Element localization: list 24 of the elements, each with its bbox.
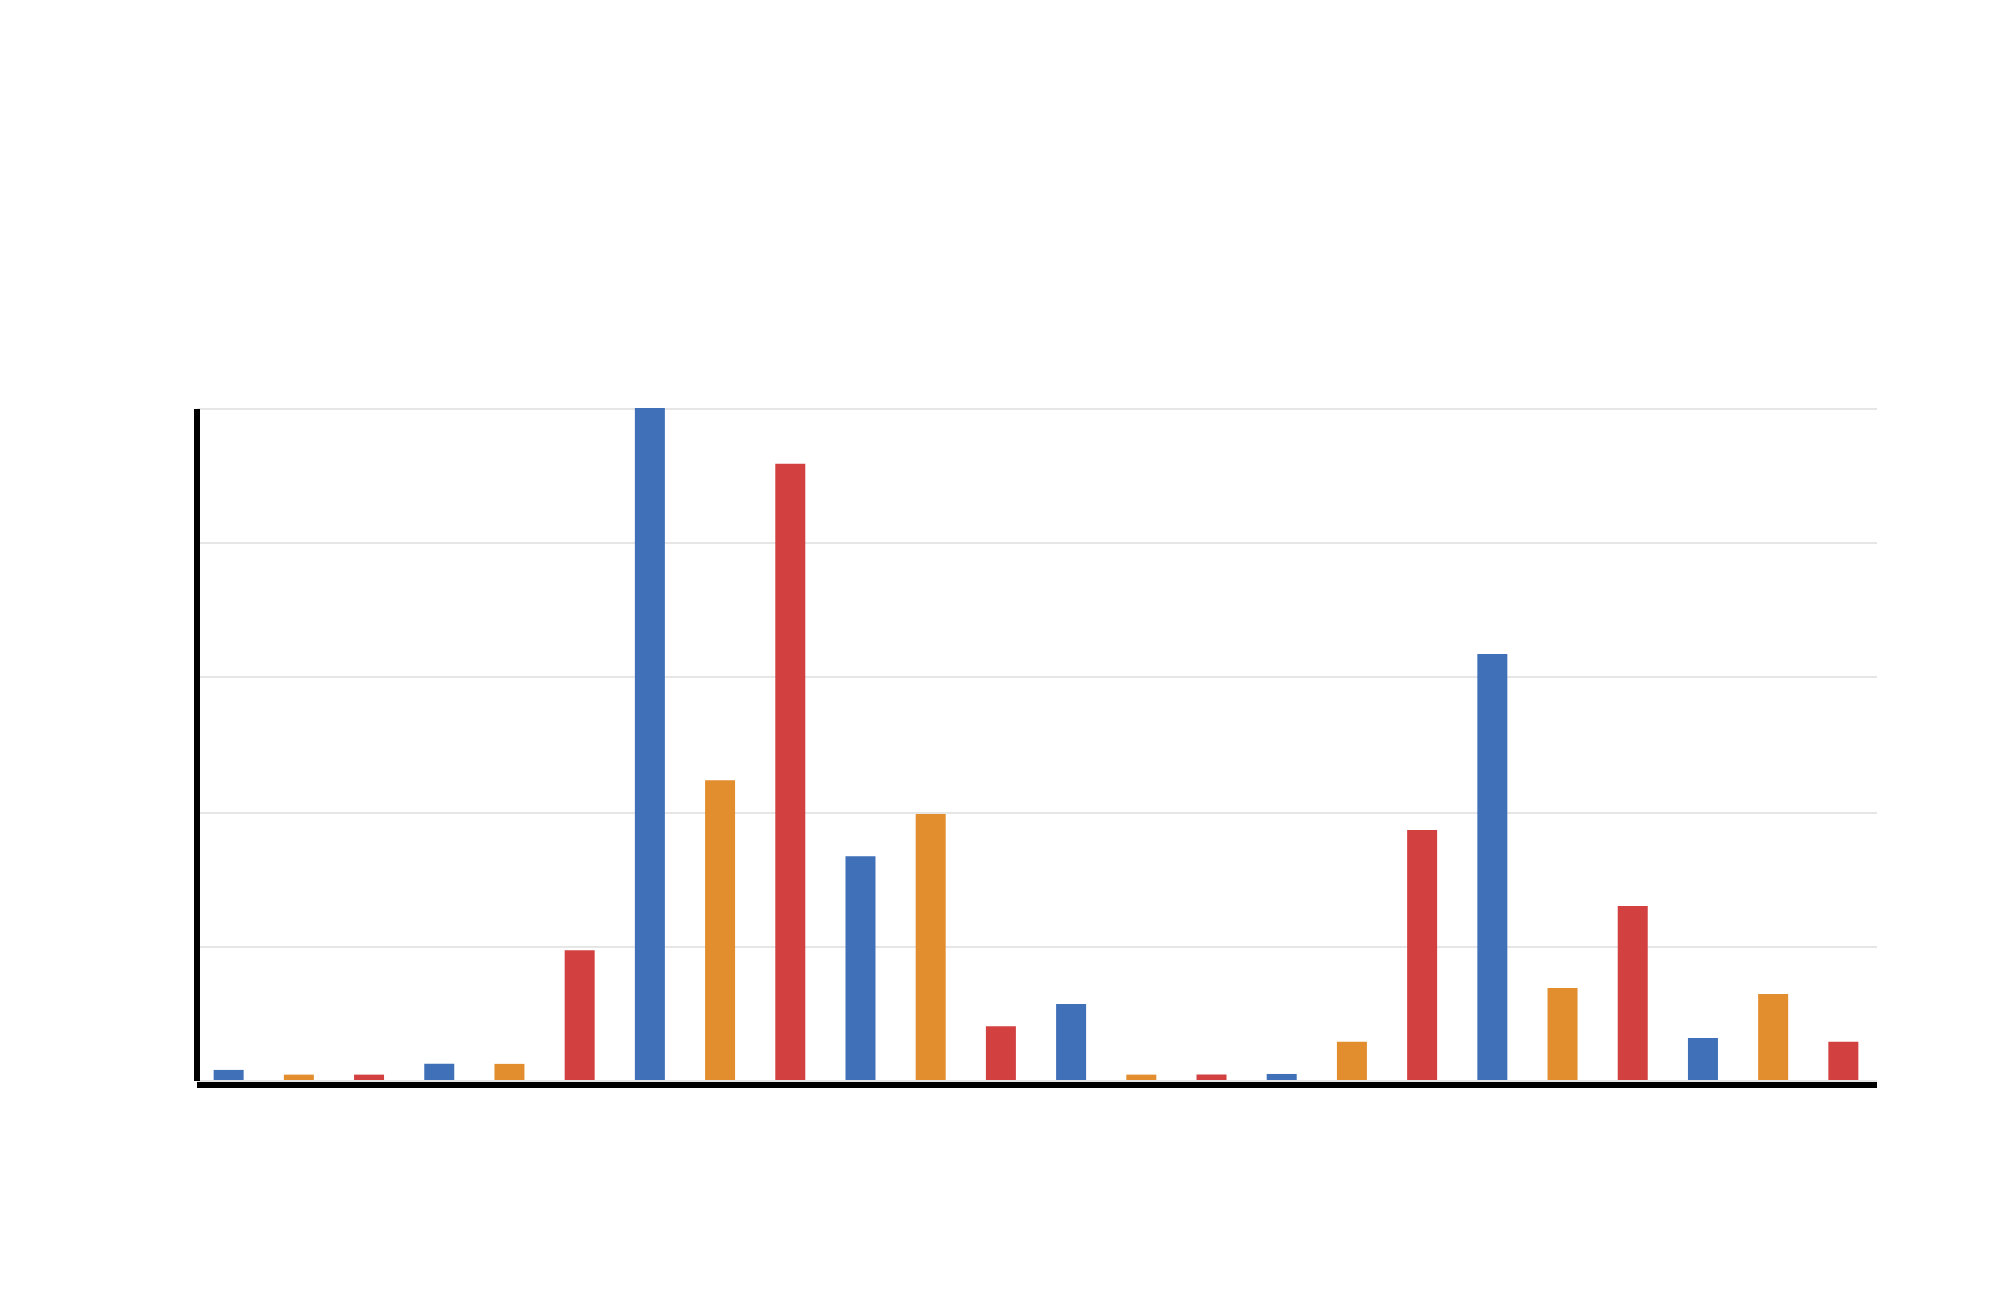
bar	[775, 463, 806, 1080]
bar	[634, 408, 665, 1080]
bar	[1056, 1004, 1087, 1080]
bar	[985, 1026, 1016, 1080]
bar	[1617, 905, 1648, 1080]
bar	[1828, 1041, 1859, 1080]
bar	[1758, 993, 1789, 1080]
bar	[1196, 1074, 1227, 1080]
bar	[1687, 1038, 1718, 1080]
bar	[1547, 987, 1578, 1080]
bar	[424, 1063, 455, 1080]
bar	[283, 1074, 314, 1080]
bar	[1336, 1041, 1367, 1080]
bar	[1266, 1073, 1297, 1080]
bar	[354, 1074, 385, 1080]
bar	[915, 813, 946, 1080]
bar	[213, 1069, 244, 1080]
bar	[1407, 830, 1438, 1080]
bar	[845, 856, 876, 1080]
bar	[564, 950, 595, 1080]
bar	[1126, 1074, 1157, 1080]
bar	[705, 780, 736, 1080]
bar	[494, 1063, 525, 1080]
bar	[1477, 653, 1508, 1080]
